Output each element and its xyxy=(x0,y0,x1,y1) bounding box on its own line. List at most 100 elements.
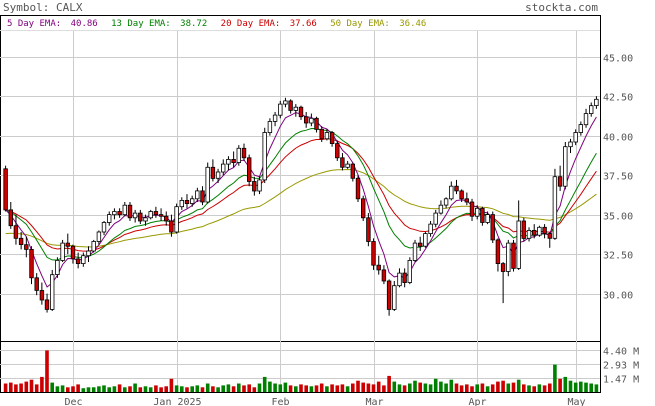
volume-bar xyxy=(159,387,163,392)
candle-body xyxy=(283,100,288,105)
volume-bar xyxy=(413,380,417,392)
volume-bar xyxy=(262,376,267,392)
volume-tick-label: 4.40 M xyxy=(603,347,639,358)
candle-body xyxy=(485,214,490,223)
candle-body xyxy=(205,166,210,203)
volume-bar xyxy=(133,383,137,392)
volume-bar xyxy=(45,350,49,392)
candle-body xyxy=(516,220,521,269)
volume-bar xyxy=(216,387,220,392)
candle-body xyxy=(355,177,361,200)
volume-bar xyxy=(81,388,86,392)
volume-bar xyxy=(143,386,148,392)
volume-bar xyxy=(465,384,469,392)
candle-body xyxy=(309,117,314,124)
volume-bar xyxy=(522,384,526,392)
chart-grid-layer xyxy=(0,31,600,392)
candle-body xyxy=(143,217,148,222)
volume-bar xyxy=(294,386,298,392)
candle-body xyxy=(50,274,55,310)
candle-body xyxy=(563,146,568,187)
candle-body xyxy=(86,250,91,257)
candle-body xyxy=(568,141,573,148)
volume-bar xyxy=(102,385,106,392)
candle-body xyxy=(594,98,599,107)
axis-labels-layer: 45.00 42.50 40.00 37.50 35.00 32.50 30.00 4.40 … xyxy=(64,54,639,406)
candle-body xyxy=(179,199,184,208)
candle-body xyxy=(262,132,267,181)
volume-bar xyxy=(76,384,80,392)
candle-body xyxy=(60,242,65,261)
volume-bar xyxy=(71,386,75,392)
volume-bar xyxy=(205,383,210,392)
volume-bar xyxy=(299,384,303,392)
candle-body xyxy=(454,185,459,192)
volume-bar xyxy=(376,381,381,392)
legend-ema5-value: 40.86 xyxy=(71,19,98,29)
volume-bar xyxy=(128,386,132,392)
volume-bar xyxy=(423,383,428,392)
candle-body xyxy=(117,211,122,216)
volume-bar xyxy=(319,383,324,392)
candle-body xyxy=(417,242,423,247)
candle-body xyxy=(335,143,340,159)
candle-body xyxy=(360,198,366,219)
date-tick-label: Jan 2025 xyxy=(153,397,201,406)
candle-body xyxy=(589,105,594,114)
candle-body xyxy=(278,103,283,116)
candle-body xyxy=(241,147,247,159)
volume-bar xyxy=(60,385,65,392)
volume-tick-label: 2.93 M xyxy=(603,361,639,372)
candle-body xyxy=(210,166,216,179)
candle-body xyxy=(500,263,506,272)
volume-bar xyxy=(537,384,542,392)
volume-bar xyxy=(148,387,153,392)
candle-body xyxy=(215,171,221,179)
volume-bar xyxy=(392,381,397,392)
volume-bar xyxy=(459,385,464,392)
volume-bar xyxy=(325,386,329,392)
legend-ema50-label: 50 Day EMA: xyxy=(330,19,390,29)
candle-body xyxy=(480,207,485,223)
candle-body xyxy=(236,147,241,163)
ema13-line xyxy=(5,127,597,261)
candle-body xyxy=(252,181,257,192)
candle-body xyxy=(138,212,143,222)
candle-body xyxy=(101,222,107,233)
volume-bar xyxy=(335,385,340,392)
candle-body xyxy=(407,259,412,283)
volume-bar xyxy=(29,379,34,392)
candle-body xyxy=(376,264,381,271)
volume-bar xyxy=(345,386,350,392)
volume-bar xyxy=(480,383,485,392)
candle-body xyxy=(91,241,96,252)
date-tick-label: Apr xyxy=(468,397,486,406)
volume-bar xyxy=(288,385,293,392)
volume-bar xyxy=(449,379,454,392)
candle-body xyxy=(195,190,200,200)
price-tick-label: 45.00 xyxy=(603,54,633,65)
volume-bar xyxy=(542,385,547,392)
volume-bar xyxy=(231,386,236,392)
candle-body xyxy=(573,132,578,143)
volume-bar xyxy=(439,381,443,392)
candle-body xyxy=(542,226,547,235)
candle-body xyxy=(329,132,335,145)
volume-bar xyxy=(237,383,241,392)
volume-bar xyxy=(428,384,433,392)
price-panel-frame xyxy=(0,15,601,342)
candle-body xyxy=(366,217,371,242)
volume-bar xyxy=(138,387,143,392)
volume-bar xyxy=(387,375,391,392)
candle-body xyxy=(449,185,454,200)
volume-bar xyxy=(200,387,205,392)
volume-bar xyxy=(553,364,557,392)
date-tick-label: Mar xyxy=(365,397,383,406)
candle-body xyxy=(381,269,387,282)
candle-body xyxy=(8,209,13,227)
volume-bar xyxy=(14,384,18,392)
candle-body xyxy=(39,290,45,301)
candle-body xyxy=(438,204,444,214)
volume-bar xyxy=(117,384,122,392)
volume-bar xyxy=(330,384,334,392)
